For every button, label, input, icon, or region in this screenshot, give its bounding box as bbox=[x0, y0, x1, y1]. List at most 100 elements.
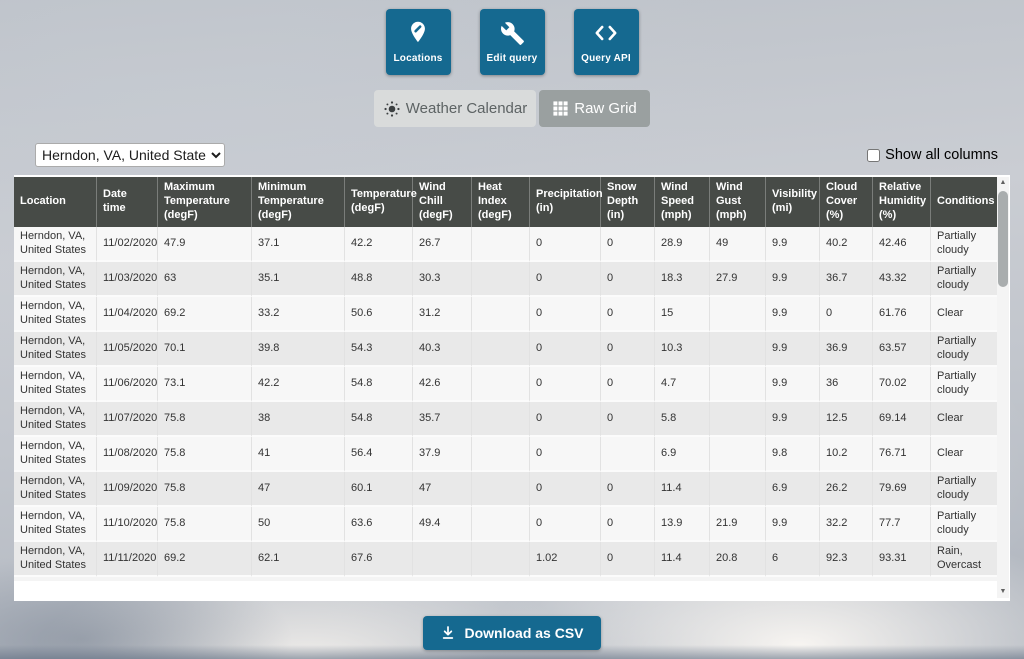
table-cell: 49.4 bbox=[413, 507, 472, 542]
locations-button[interactable]: Locations bbox=[386, 9, 451, 75]
table-cell: Herndon, VA, United States bbox=[14, 507, 97, 542]
column-header: Heat Index (degF) bbox=[472, 177, 530, 227]
scroll-down-icon[interactable]: ▼ bbox=[997, 586, 1009, 598]
table-cell: 75.8 bbox=[158, 507, 252, 542]
table-row: Herndon, VA, United States11/09/202075.8… bbox=[14, 472, 998, 507]
column-header: Visibility (mi) bbox=[766, 177, 820, 227]
location-select[interactable]: Herndon, VA, United States bbox=[35, 143, 225, 167]
table-row: Herndon, VA, United States11/10/202075.8… bbox=[14, 507, 998, 542]
table-cell: 9.9 bbox=[766, 332, 820, 367]
table-cell: 49 bbox=[710, 227, 766, 262]
partial-row bbox=[14, 577, 998, 581]
table-cell: 73.1 bbox=[158, 367, 252, 402]
table-cell: 11/03/2020 bbox=[97, 262, 158, 297]
table-cell: 0 bbox=[601, 402, 655, 437]
show-all-columns-checkbox[interactable] bbox=[867, 149, 880, 162]
table-cell bbox=[472, 542, 530, 577]
table-cell: 0 bbox=[530, 262, 601, 297]
table-cell: 0 bbox=[530, 367, 601, 402]
table-cell: 75.8 bbox=[158, 402, 252, 437]
table-cell: 42.2 bbox=[345, 227, 413, 262]
table-cell: 36 bbox=[820, 367, 873, 402]
table-cell: 6.9 bbox=[766, 472, 820, 507]
table-row: Herndon, VA, United States11/06/202073.1… bbox=[14, 367, 998, 402]
table-row: Herndon, VA, United States11/03/20206335… bbox=[14, 262, 998, 297]
table-cell: 40.2 bbox=[820, 227, 873, 262]
table-cell: Rain, Overcast bbox=[931, 542, 998, 577]
tab-raw-grid[interactable]: Raw Grid bbox=[539, 90, 650, 127]
view-tabs: Weather Calendar Raw Grid bbox=[0, 90, 1024, 127]
table-cell: 0 bbox=[530, 507, 601, 542]
tab-raw-grid-label: Raw Grid bbox=[574, 100, 637, 117]
table-cell: 13.9 bbox=[655, 507, 710, 542]
table-cell: 10.2 bbox=[820, 437, 873, 472]
table-cell: 6.9 bbox=[655, 437, 710, 472]
table-cell: 9.9 bbox=[766, 402, 820, 437]
table-cell: 38 bbox=[252, 402, 345, 437]
table-cell: 70.02 bbox=[873, 367, 931, 402]
show-all-columns[interactable]: Show all columns bbox=[867, 147, 998, 163]
column-header: Temperature (degF) bbox=[345, 177, 413, 227]
table-cell bbox=[472, 332, 530, 367]
table-cell: 11.4 bbox=[655, 542, 710, 577]
table-cell: 31.2 bbox=[413, 297, 472, 332]
table-cell: 76.71 bbox=[873, 437, 931, 472]
table-cell: 36.7 bbox=[820, 262, 873, 297]
column-header: Cloud Cover (%) bbox=[820, 177, 873, 227]
query-api-button[interactable]: Query API bbox=[574, 9, 639, 75]
edit-query-button[interactable]: Edit query bbox=[480, 9, 545, 75]
table-cell: 11/02/2020 bbox=[97, 227, 158, 262]
download-csv-button[interactable]: Download as CSV bbox=[423, 616, 600, 650]
table-cell: 47 bbox=[413, 472, 472, 507]
table-row: Herndon, VA, United States11/04/202069.2… bbox=[14, 297, 998, 332]
table-cell: 47 bbox=[252, 472, 345, 507]
column-header: Conditions bbox=[931, 177, 998, 227]
table-cell: 0 bbox=[601, 332, 655, 367]
tab-weather-calendar[interactable]: Weather Calendar bbox=[374, 90, 536, 127]
table-cell: 77.7 bbox=[873, 507, 931, 542]
table-cell: 11/11/2020 bbox=[97, 542, 158, 577]
column-header: Wind Gust (mph) bbox=[710, 177, 766, 227]
table-cell: Clear bbox=[931, 297, 998, 332]
table-cell: 75.8 bbox=[158, 472, 252, 507]
table-cell: 11/04/2020 bbox=[97, 297, 158, 332]
table-scrollbar[interactable]: ▲ ▼ bbox=[997, 177, 1009, 598]
wrench-icon bbox=[500, 21, 525, 46]
table-cell: 50 bbox=[252, 507, 345, 542]
show-all-columns-label: Show all columns bbox=[885, 147, 998, 163]
column-header: Wind Speed (mph) bbox=[655, 177, 710, 227]
table-cell: 0 bbox=[601, 507, 655, 542]
table-cell: Herndon, VA, United States bbox=[14, 402, 97, 437]
table-cell: 15 bbox=[655, 297, 710, 332]
column-header: Snow Depth (in) bbox=[601, 177, 655, 227]
table-cell: 9.9 bbox=[766, 297, 820, 332]
scroll-up-icon[interactable]: ▲ bbox=[997, 177, 1009, 189]
table-cell: 42.46 bbox=[873, 227, 931, 262]
table-cell: 6 bbox=[766, 542, 820, 577]
table-cell: 0 bbox=[601, 262, 655, 297]
table-cell: 54.8 bbox=[345, 402, 413, 437]
download-row: Download as CSV bbox=[0, 616, 1024, 650]
table-cell: 0 bbox=[530, 402, 601, 437]
table-cell bbox=[710, 402, 766, 437]
table-cell: Clear bbox=[931, 437, 998, 472]
download-icon bbox=[440, 625, 456, 641]
table-cell bbox=[710, 472, 766, 507]
scrollbar-thumb[interactable] bbox=[998, 191, 1008, 287]
table-cell: 36.9 bbox=[820, 332, 873, 367]
table-row: Herndon, VA, United States11/11/202069.2… bbox=[14, 542, 998, 577]
column-header: Maximum Temperature (degF) bbox=[158, 177, 252, 227]
table-cell: 75.8 bbox=[158, 437, 252, 472]
table-cell: 30.3 bbox=[413, 262, 472, 297]
table-cell: 43.32 bbox=[873, 262, 931, 297]
table-cell: 12.5 bbox=[820, 402, 873, 437]
table-cell: 67.6 bbox=[345, 542, 413, 577]
table-cell: Herndon, VA, United States bbox=[14, 297, 97, 332]
table-cell: Herndon, VA, United States bbox=[14, 332, 97, 367]
table-cell: 60.1 bbox=[345, 472, 413, 507]
table-cell: 69.2 bbox=[158, 297, 252, 332]
table-cell: 11/10/2020 bbox=[97, 507, 158, 542]
table-cell: 0 bbox=[601, 367, 655, 402]
table-cell: 4.7 bbox=[655, 367, 710, 402]
table-cell: 11/05/2020 bbox=[97, 332, 158, 367]
